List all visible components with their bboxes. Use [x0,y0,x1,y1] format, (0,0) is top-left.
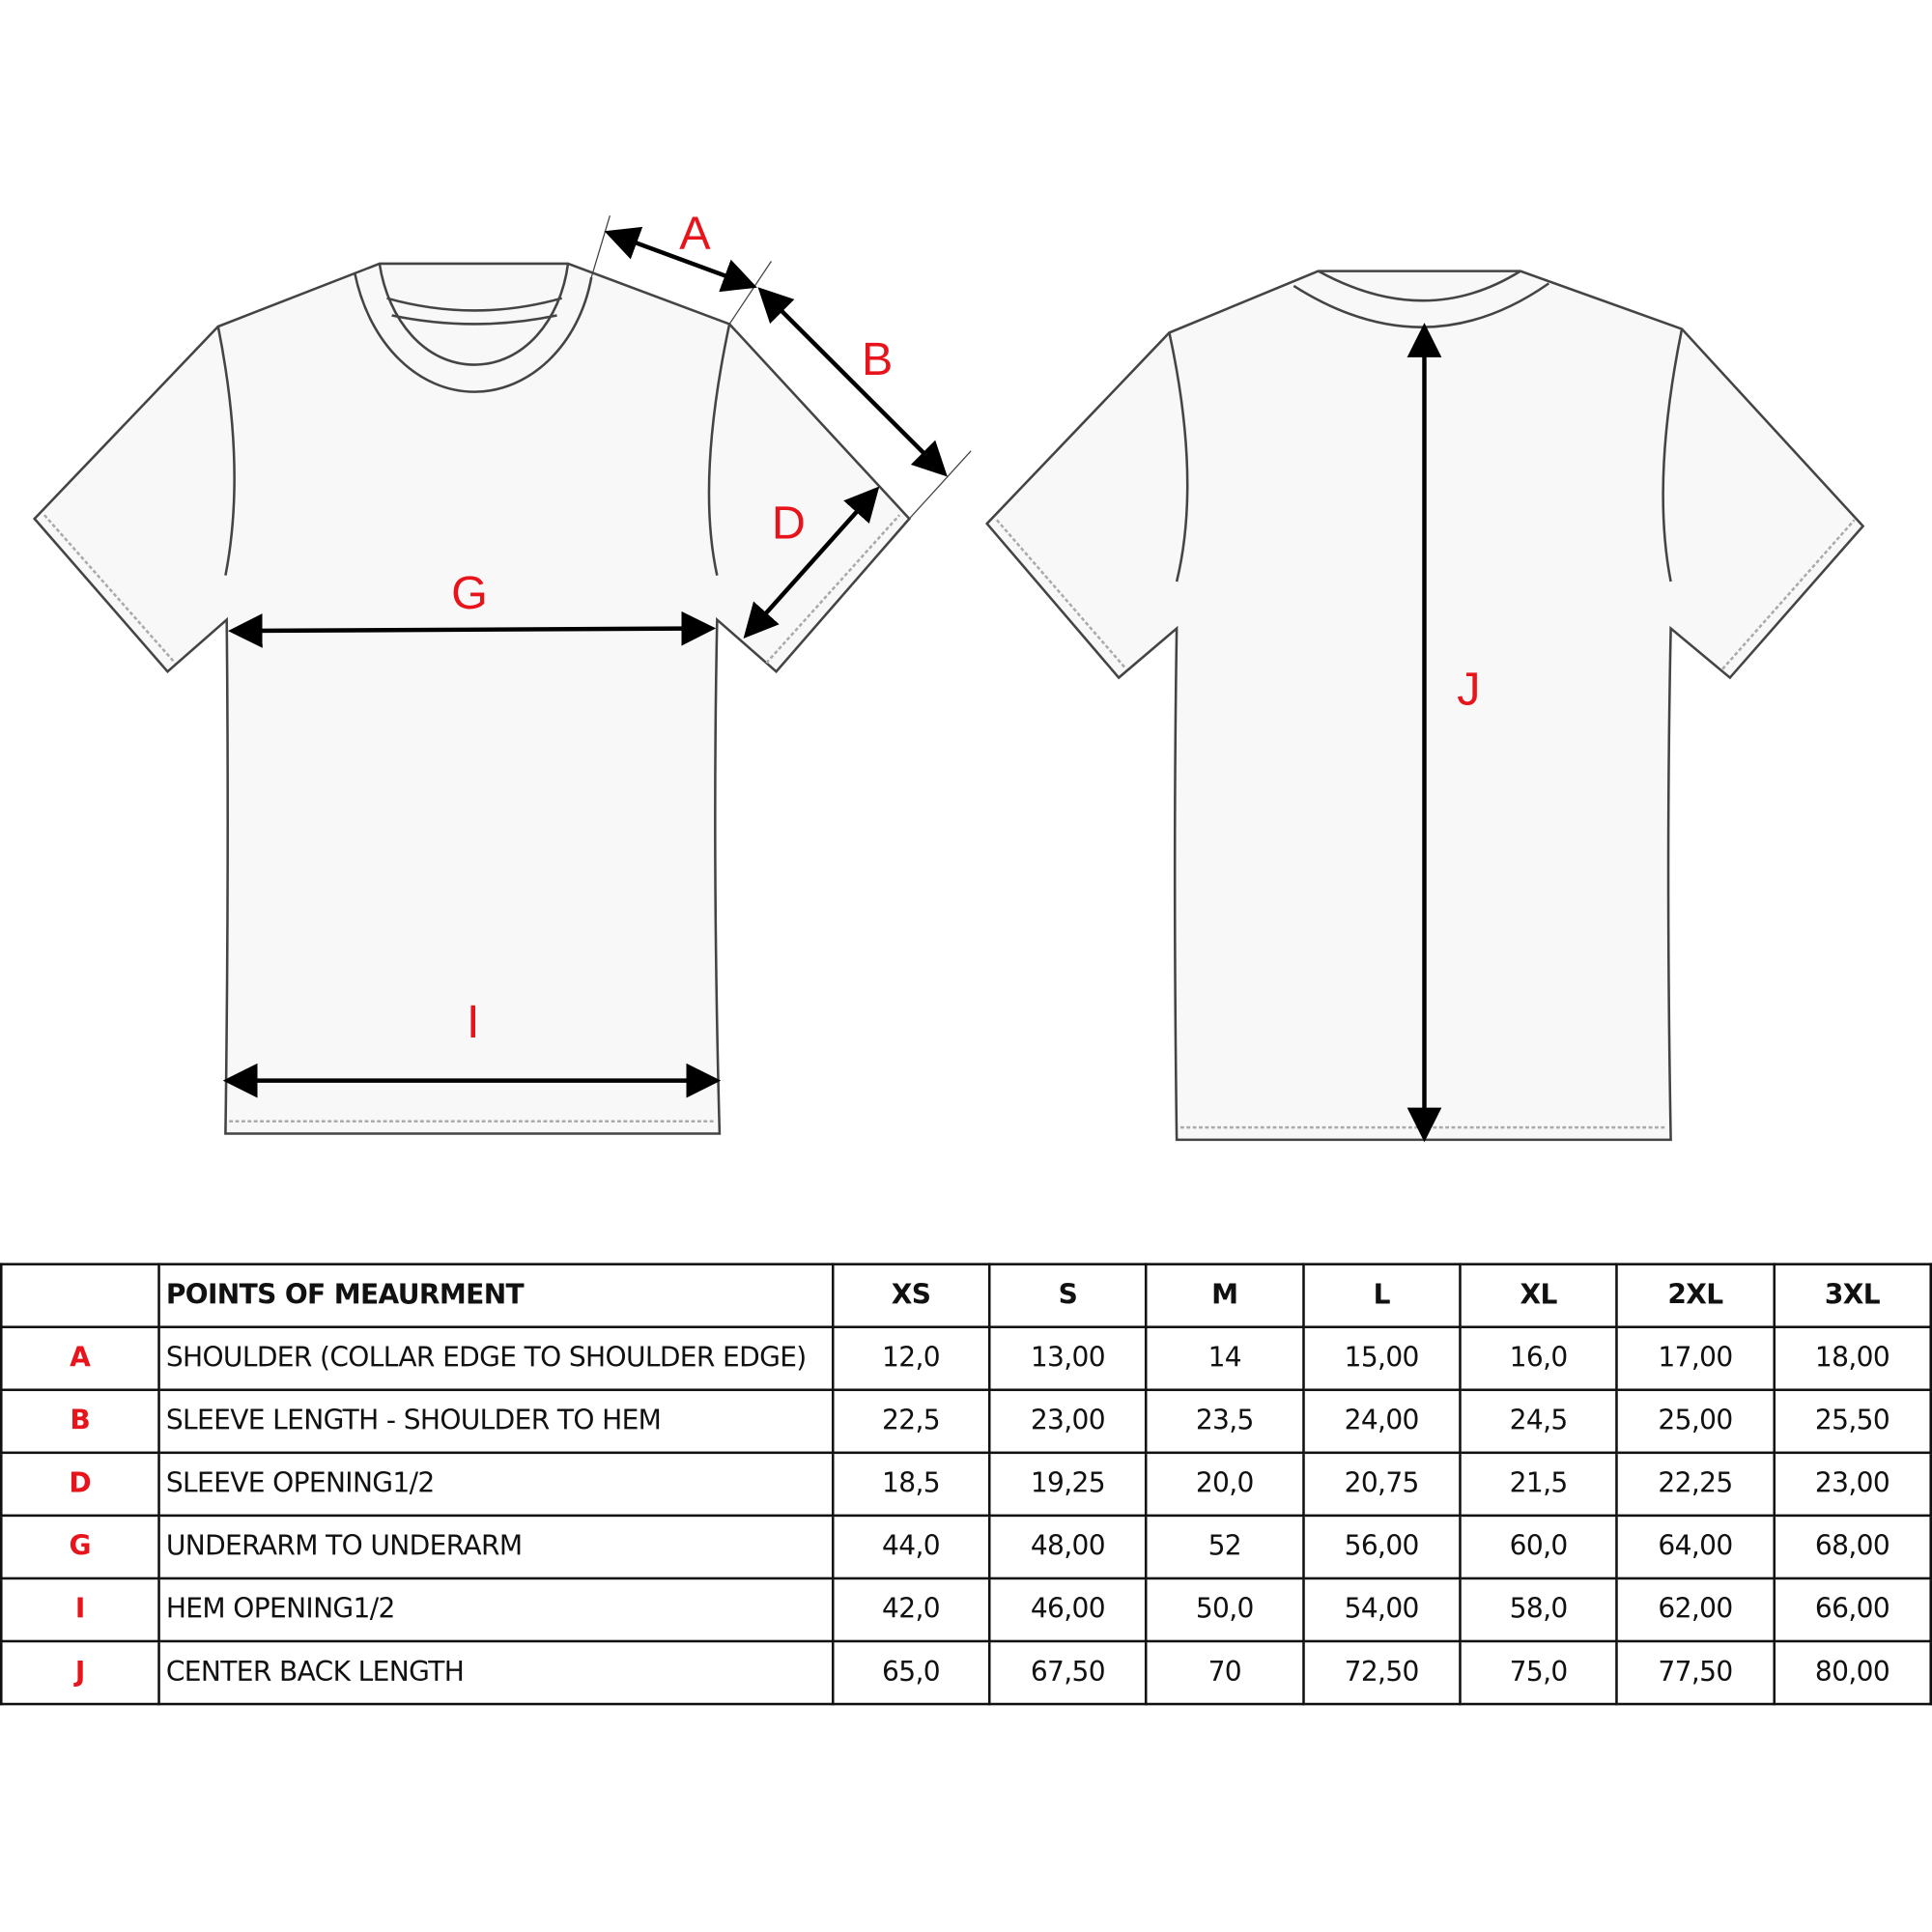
label-i: I [467,996,479,1048]
row-value: 13,00 [987,1325,1148,1392]
row-value: 67,50 [987,1639,1148,1706]
row-value: 22,5 [831,1388,991,1455]
table-row: J CENTER BACK LENGTH 65,0 67,50 70 72,50 75,0 7… [0,1639,1932,1706]
arrow-g [227,611,717,648]
row-value: 64,00 [1615,1514,1776,1580]
header-size: S [987,1263,1148,1328]
row-value: 18,5 [831,1451,991,1518]
table-row: G UNDERARM TO UNDERARM 44,0 48,00 52 56,00 60,… [0,1514,1932,1580]
row-value: 15,00 [1301,1325,1462,1392]
row-value: 77,50 [1615,1639,1776,1706]
arrow-a [604,226,757,293]
header-size: 3XL [1772,1263,1932,1328]
row-value: 65,0 [831,1639,991,1706]
label-j: J [1457,664,1480,716]
label-g: G [451,567,488,619]
row-value: 18,00 [1772,1325,1932,1392]
table-row: D SLEEVE OPENING1/2 18,5 19,25 20,0 20,75 21,5… [0,1451,1932,1518]
tshirt-diagram: A B D G I J [32,208,1865,1143]
row-value: 24,5 [1459,1388,1619,1455]
row-description: CENTER BACK LENGTH [156,1639,835,1706]
row-value: 24,00 [1301,1388,1462,1455]
row-value: 23,00 [1772,1451,1932,1518]
row-value: 66,00 [1772,1577,1932,1643]
row-value: 58,0 [1459,1577,1619,1643]
row-value: 50,0 [1145,1577,1305,1643]
row-description: HEM OPENING1/2 [156,1577,835,1643]
row-value: 80,00 [1772,1639,1932,1706]
row-value: 12,0 [831,1325,991,1392]
row-value: 23,00 [987,1388,1148,1455]
row-code: J [0,1639,160,1706]
size-table: POINTS OF MEAURMENT XS S M L XL 2XL 3XL … [0,1263,1932,1706]
row-value: 75,0 [1459,1639,1619,1706]
table-header-row: POINTS OF MEAURMENT XS S M L XL 2XL 3XL [0,1263,1932,1328]
table-row: B SLEEVE LENGTH - SHOULDER TO HEM 22,5 23,0… [0,1388,1932,1455]
label-a: A [679,208,711,260]
label-b: B [862,333,893,385]
header-size: M [1145,1263,1305,1328]
row-value: 14 [1145,1325,1305,1392]
row-description: UNDERARM TO UNDERARM [156,1514,835,1580]
row-value: 68,00 [1772,1514,1932,1580]
header-title: POINTS OF MEAURMENT [156,1263,835,1328]
row-value: 20,0 [1145,1451,1305,1518]
arrow-d [743,486,880,639]
row-value: 48,00 [987,1514,1148,1580]
row-value: 20,75 [1301,1451,1462,1518]
row-code: D [0,1451,160,1518]
header-size: XL [1459,1263,1619,1328]
header-size: XS [831,1263,991,1328]
row-value: 46,00 [987,1577,1148,1643]
row-value: 23,5 [1145,1388,1305,1455]
row-value: 54,00 [1301,1577,1462,1643]
row-code: I [0,1577,160,1643]
row-value: 17,00 [1615,1325,1776,1392]
row-value: 44,0 [831,1514,991,1580]
header-size: 2XL [1615,1263,1776,1328]
tshirt-front [32,215,972,1135]
row-value: 70 [1145,1639,1305,1706]
row-value: 56,00 [1301,1514,1462,1580]
row-code: G [0,1514,160,1580]
row-description: SLEEVE OPENING1/2 [156,1451,835,1518]
row-description: SHOULDER (COLLAR EDGE TO SHOULDER EDGE) [156,1325,835,1392]
row-value: 21,5 [1459,1451,1619,1518]
row-value: 22,25 [1615,1451,1776,1518]
header-code [0,1263,160,1328]
row-value: 25,00 [1615,1388,1776,1455]
label-d: D [772,497,806,549]
row-code: B [0,1388,160,1455]
row-value: 60,0 [1459,1514,1619,1580]
table-row: I HEM OPENING1/2 42,0 46,00 50,0 54,00 58,0 62,… [0,1577,1932,1643]
row-value: 19,25 [987,1451,1148,1518]
row-code: A [0,1325,160,1392]
table-row: A SHOULDER (COLLAR EDGE TO SHOULDER EDGE)… [0,1325,1932,1392]
row-value: 62,00 [1615,1577,1776,1643]
header-size: L [1301,1263,1462,1328]
arrow-b [757,287,948,477]
row-value: 25,50 [1772,1388,1932,1455]
row-description: SLEEVE LENGTH - SHOULDER TO HEM [156,1388,835,1455]
row-value: 72,50 [1301,1639,1462,1706]
row-value: 16,0 [1459,1325,1619,1392]
row-value: 52 [1145,1514,1305,1580]
row-value: 42,0 [831,1577,991,1643]
